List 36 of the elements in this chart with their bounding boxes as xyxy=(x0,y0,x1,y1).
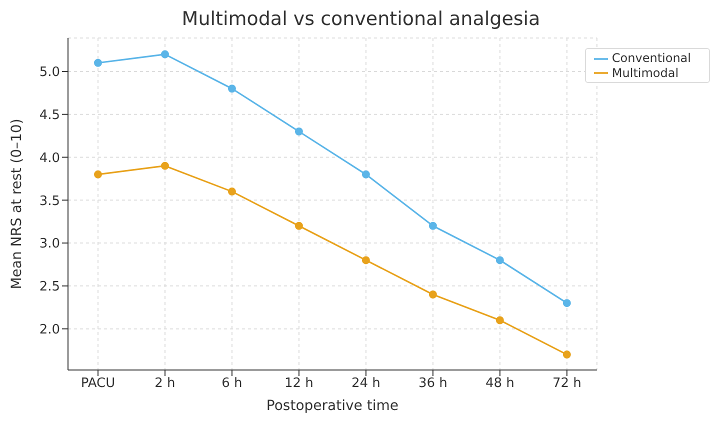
x-axis-title: Postoperative time xyxy=(266,398,398,414)
point xyxy=(562,350,571,359)
point xyxy=(562,299,571,308)
y-tick-label: 3.5 xyxy=(39,194,60,209)
point xyxy=(496,256,504,264)
x-tick-label: 12 h xyxy=(284,376,314,392)
y-axis-title: Mean NRS at rest (0–10) xyxy=(8,118,25,290)
point xyxy=(228,84,236,93)
point xyxy=(228,188,236,196)
point xyxy=(362,170,370,178)
point xyxy=(160,50,169,58)
point xyxy=(428,222,437,230)
point xyxy=(496,316,504,324)
y-tick-label: 3.0 xyxy=(39,236,60,252)
x-tick-label: PACU xyxy=(80,376,116,392)
chart-title: Multimodal vs conventional analgesia xyxy=(180,8,542,30)
y-tick-label: 5.0 xyxy=(39,65,60,80)
x-tick-label: 36 h xyxy=(418,376,448,392)
x-tick-label: 48 h xyxy=(485,376,514,392)
point xyxy=(294,128,303,136)
y-tick-label: 4.0 xyxy=(39,150,60,166)
y-tick-label: 4.5 xyxy=(39,108,60,123)
y-tick-label: 2.5 xyxy=(39,280,60,295)
point xyxy=(94,58,102,67)
x-tick-label: 2 h xyxy=(154,376,176,392)
point xyxy=(362,256,370,264)
y-tick-label: 2.0 xyxy=(39,322,60,338)
point xyxy=(428,290,437,299)
point xyxy=(94,170,102,178)
x-tick-label: 6 h xyxy=(222,376,242,392)
x-tick-label: 24 h xyxy=(351,376,380,392)
legend-label: Conventional xyxy=(612,51,691,65)
point xyxy=(160,162,169,170)
point xyxy=(294,222,303,230)
x-tick-label: 72 h xyxy=(552,376,582,392)
legend-label: Multimodal xyxy=(612,66,679,80)
